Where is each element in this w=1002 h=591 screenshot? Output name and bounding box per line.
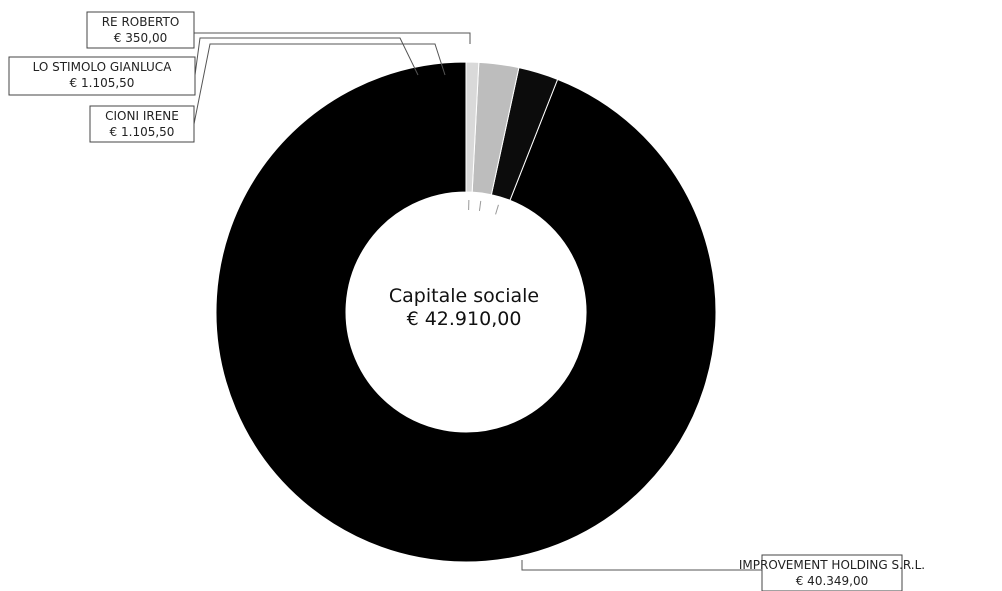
label-box	[86, 11, 195, 49]
label-name: CIONI IRENE	[105, 109, 179, 123]
label-name: LO STIMOLO GIANLUCA	[33, 60, 173, 74]
slice-label-improvement-holding-s-r-l: IMPROVEMENT HOLDING S.R.L. € 40.349,00	[739, 554, 925, 591]
label-box	[8, 56, 196, 96]
label-value: € 1.105,50	[110, 125, 175, 139]
slice-label-lo-stimolo-gianluca: LO STIMOLO GIANLUCA € 1.105,50	[8, 56, 196, 96]
center-value: € 42.910,00	[407, 308, 522, 330]
slice-re-roberto	[465, 61, 480, 193]
leader-line-lo-stimolo-gianluca	[194, 37, 419, 76]
labels-layer: IMPROVEMENT HOLDING S.R.L. € 40.349,00 CIO…	[8, 11, 925, 591]
label-value: € 1.105,50	[70, 76, 135, 90]
slice-tick-cioni-irene	[495, 204, 499, 215]
slice-improvement-holding-s-r-l	[215, 61, 717, 563]
label-name: IMPROVEMENT HOLDING S.R.L.	[739, 558, 925, 572]
leader-line-re-roberto	[194, 32, 471, 44]
leader-line-improvement-holding-s-r-l	[521, 560, 762, 571]
center-title: Capitale sociale	[389, 285, 539, 307]
slice-label-cioni-irene: CIONI IRENE € 1.105,50	[89, 105, 195, 143]
label-box	[89, 105, 195, 143]
label-name: RE ROBERTO	[102, 15, 180, 29]
label-value: € 350,00	[114, 31, 167, 45]
label-box	[761, 554, 903, 591]
slice-tick-lo-stimolo-gianluca	[478, 200, 482, 211]
label-value: € 40.349,00	[796, 574, 869, 588]
leaders-layer	[193, 32, 762, 571]
center-label: Capitale sociale € 42.910,00	[389, 285, 539, 330]
leader-line-cioni-irene	[193, 43, 446, 125]
slice-label-re-roberto: RE ROBERTO € 350,00	[86, 11, 195, 49]
slices-layer	[215, 61, 717, 563]
